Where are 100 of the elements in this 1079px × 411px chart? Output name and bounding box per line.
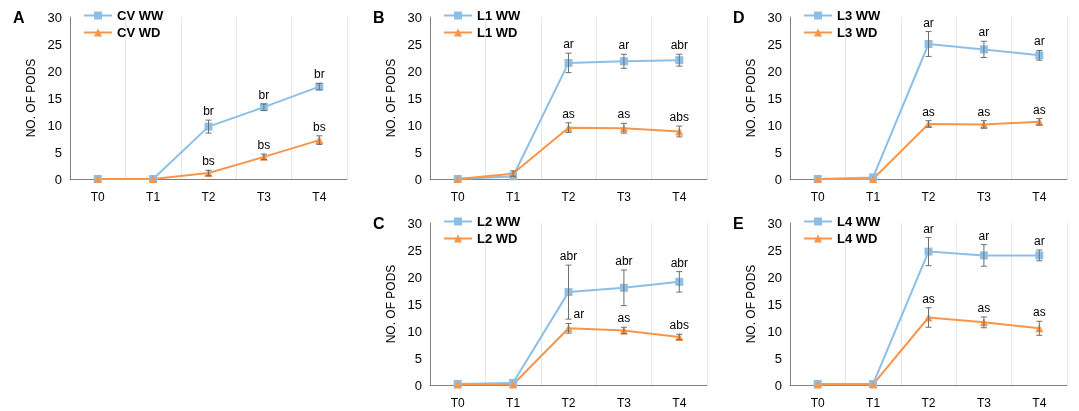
x-tick-label: T2 xyxy=(561,396,576,410)
legend-label: L2 WW xyxy=(477,214,522,229)
x-tick-label: T1 xyxy=(506,190,521,204)
y-tick-label: 10 xyxy=(407,323,422,339)
y-axis-title: NO. OF PODS xyxy=(743,58,758,138)
y-axis-title: NO. OF PODS xyxy=(383,264,398,344)
y-tick-label: 30 xyxy=(407,9,422,25)
y-tick-label: 20 xyxy=(767,63,782,79)
annotation: as xyxy=(922,291,935,306)
chart-title: D xyxy=(733,8,745,26)
x-tick-label: T3 xyxy=(616,396,632,410)
x-tick-label: T3 xyxy=(976,396,992,410)
legend-label: CV WW xyxy=(117,8,164,23)
x-tick-label: T0 xyxy=(450,190,466,204)
y-tick-label: 20 xyxy=(47,63,62,79)
annotation: ar xyxy=(573,307,585,322)
y-tick-label: 15 xyxy=(47,90,62,106)
annotation: ar xyxy=(618,38,630,53)
annotation: ar xyxy=(923,15,934,30)
x-tick-label: T0 xyxy=(810,190,826,204)
y-tick-label: 5 xyxy=(54,144,62,160)
chart-title: B xyxy=(373,8,385,26)
x-tick-label: T1 xyxy=(506,396,521,410)
y-tick-label: 25 xyxy=(407,36,422,52)
y-tick-label: 15 xyxy=(407,296,422,312)
x-tick-label: T2 xyxy=(921,396,936,410)
y-tick-label: 30 xyxy=(407,215,422,231)
y-tick-label: 0 xyxy=(774,377,782,393)
y-tick-label: 0 xyxy=(774,171,782,187)
legend-label: L3 WD xyxy=(837,25,878,40)
annotation: br xyxy=(258,87,270,102)
annotation: ar xyxy=(978,228,990,243)
y-axis-title: NO. OF PODS xyxy=(743,264,758,344)
annotation: abr xyxy=(670,255,688,270)
x-tick-label: T4 xyxy=(672,396,687,410)
x-tick-label: T0 xyxy=(90,190,106,204)
y-tick-label: 25 xyxy=(767,36,782,52)
annotation: as xyxy=(977,104,991,119)
x-tick-label: T1 xyxy=(146,190,161,204)
annotation: ar xyxy=(1033,234,1045,248)
legend-label: L4 WW xyxy=(837,214,882,229)
y-tick-label: 15 xyxy=(407,90,422,106)
legend-label: L2 WD xyxy=(477,231,518,246)
annotation: abr xyxy=(559,249,578,264)
annotation: abr xyxy=(670,38,688,53)
x-tick-label: T4 xyxy=(1032,396,1047,410)
x-tick-label: T4 xyxy=(672,190,687,204)
y-tick-label: 10 xyxy=(767,323,782,339)
chart-title: C xyxy=(373,214,385,232)
y-tick-label: 5 xyxy=(774,144,782,160)
y-tick-label: 20 xyxy=(767,269,782,285)
y-tick-label: 5 xyxy=(414,350,422,366)
annotation: bs xyxy=(202,154,215,169)
chart-title: E xyxy=(733,214,744,232)
annotation: as xyxy=(977,300,991,315)
x-tick-label: T2 xyxy=(201,190,216,204)
annotation: ar xyxy=(1033,34,1045,49)
y-axis-title: NO. OF PODS xyxy=(23,58,38,138)
x-tick-label: T4 xyxy=(312,190,327,204)
x-tick-label: T3 xyxy=(256,190,272,204)
x-tick-label: T1 xyxy=(866,190,881,204)
legend-label: L4 WD xyxy=(837,231,878,246)
y-tick-label: 25 xyxy=(767,242,782,258)
x-tick-label: T3 xyxy=(976,190,992,204)
x-tick-label: T0 xyxy=(810,396,826,410)
y-tick-label: 30 xyxy=(767,215,782,231)
annotation: br xyxy=(203,104,214,119)
legend-label: L3 WW xyxy=(837,8,882,23)
annotation: ar xyxy=(563,37,574,52)
y-tick-label: 0 xyxy=(54,171,62,187)
annotation: abs xyxy=(669,318,689,333)
x-tick-label: T0 xyxy=(450,396,466,410)
y-tick-label: 30 xyxy=(767,9,782,25)
y-tick-label: 10 xyxy=(47,117,62,133)
annotation: as xyxy=(922,104,935,119)
y-tick-label: 15 xyxy=(767,90,782,106)
y-tick-label: 25 xyxy=(407,242,422,258)
annotation: as xyxy=(562,106,575,121)
x-tick-label: T2 xyxy=(561,190,576,204)
annotation: abr xyxy=(615,253,633,268)
y-tick-label: 25 xyxy=(47,36,62,52)
annotation: ar xyxy=(923,221,934,236)
y-tick-label: 5 xyxy=(774,350,782,366)
annotation: bs xyxy=(312,119,326,134)
y-tick-label: 30 xyxy=(47,9,62,25)
y-tick-label: 20 xyxy=(407,63,422,79)
y-tick-label: 10 xyxy=(767,117,782,133)
x-tick-label: T4 xyxy=(1032,190,1047,204)
annotation: as xyxy=(1032,305,1046,320)
y-tick-label: 0 xyxy=(414,377,422,393)
x-tick-label: T1 xyxy=(866,396,881,410)
x-tick-label: T2 xyxy=(921,190,936,204)
y-axis-title: NO. OF PODS xyxy=(383,58,398,138)
annotation: as xyxy=(617,107,631,122)
y-tick-label: 15 xyxy=(767,296,782,312)
y-tick-label: 10 xyxy=(407,117,422,133)
legend-label: L1 WW xyxy=(477,8,522,23)
y-tick-label: 0 xyxy=(414,171,422,187)
annotation: br xyxy=(313,67,325,82)
annotation: abs xyxy=(669,110,689,125)
